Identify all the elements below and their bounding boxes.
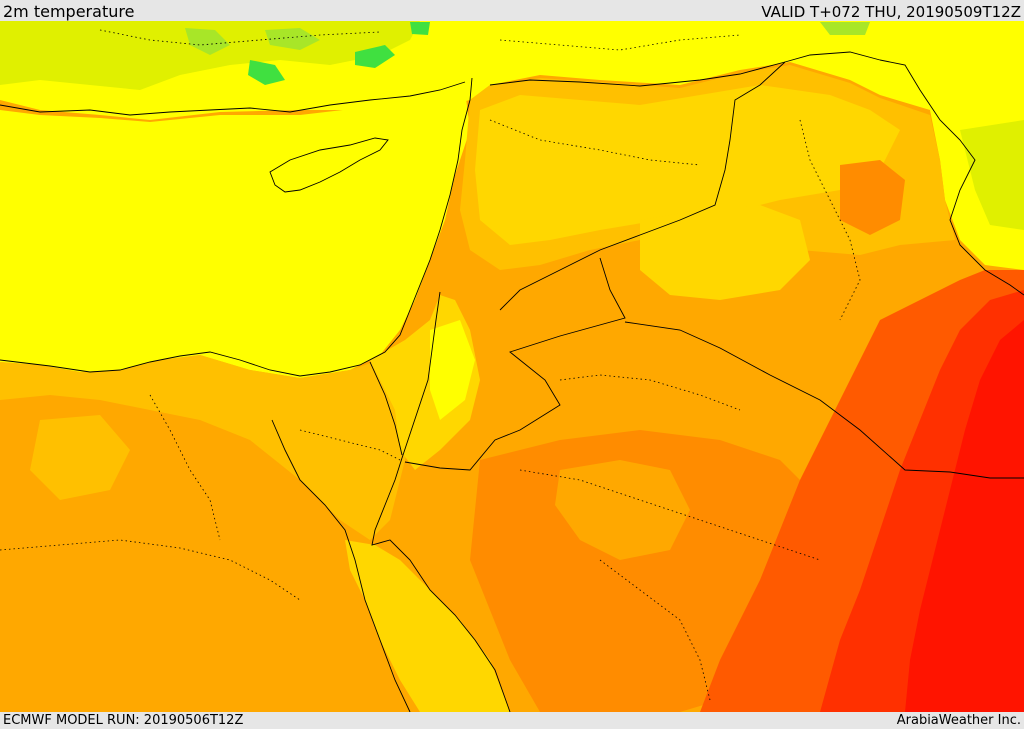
border-jordan-saudi: [404, 257, 626, 471]
admin-line-7: [599, 559, 711, 701]
coast-cyprus: [269, 137, 389, 193]
admin-line-6: [559, 374, 741, 411]
temperature-map[interactable]: [0, 21, 1024, 712]
border-iraq-saudi: [624, 321, 1024, 479]
map-title: 2m temperature: [3, 2, 135, 21]
map-admin-lines: [0, 29, 861, 701]
zone-green-3: [355, 45, 395, 68]
coast-red-sea-west: [271, 419, 411, 712]
sea-red-sea: [345, 540, 510, 712]
border-egypt-israel: [369, 361, 403, 456]
zone-egypt-north-amber: [0, 355, 410, 540]
border-syria-turkey: [489, 61, 786, 87]
zone-green-2: [248, 60, 285, 85]
model-run-label: ECMWF MODEL RUN: 20190506T12Z: [3, 713, 244, 728]
footer-bar: ECMWF MODEL RUN: 20190506T12Z ArabiaWeat…: [0, 712, 1024, 729]
map-canvas: [0, 21, 1024, 712]
zone-gulf-red: [905, 320, 1024, 712]
title-bar: 2m temperature VALID T+072 THU, 20190509…: [0, 0, 1024, 21]
zone-saudi-orange-patch: [555, 460, 690, 560]
admin-line-4: [799, 119, 861, 321]
map-borders: [0, 51, 1024, 712]
border-iraq-iran: [879, 59, 1024, 296]
zone-egypt-west-amber: [30, 415, 130, 500]
sea-mediterranean: [0, 90, 470, 378]
coast-turkey-south: [0, 81, 466, 116]
credit-label: ArabiaWeather Inc.: [896, 713, 1021, 728]
zone-green-1: [185, 28, 230, 55]
admin-line-5: [519, 469, 821, 561]
coast-red-sea-east: [371, 457, 511, 712]
zone-syria-gold: [475, 85, 900, 245]
border-turkey-east: [784, 51, 881, 63]
zone-iraq-darkorange: [840, 160, 905, 235]
zone-east-yellowgreen: [960, 120, 1024, 230]
border-syria-iraq: [499, 61, 786, 311]
zone-egypt-south-orange: [0, 550, 190, 712]
admin-line-9: [99, 29, 381, 46]
zone-iraq-gold: [640, 205, 810, 300]
admin-line-1: [0, 539, 301, 601]
coast-levant-egypt: [0, 77, 473, 377]
valid-time: VALID T+072 THU, 20190509T12Z: [761, 3, 1021, 21]
zone-green-4: [410, 22, 430, 35]
zone-green-5: [820, 22, 870, 35]
zone-green-6: [265, 28, 320, 50]
border-jordan-river: [401, 291, 441, 459]
zone-jordan-valley-yellow: [430, 320, 475, 420]
